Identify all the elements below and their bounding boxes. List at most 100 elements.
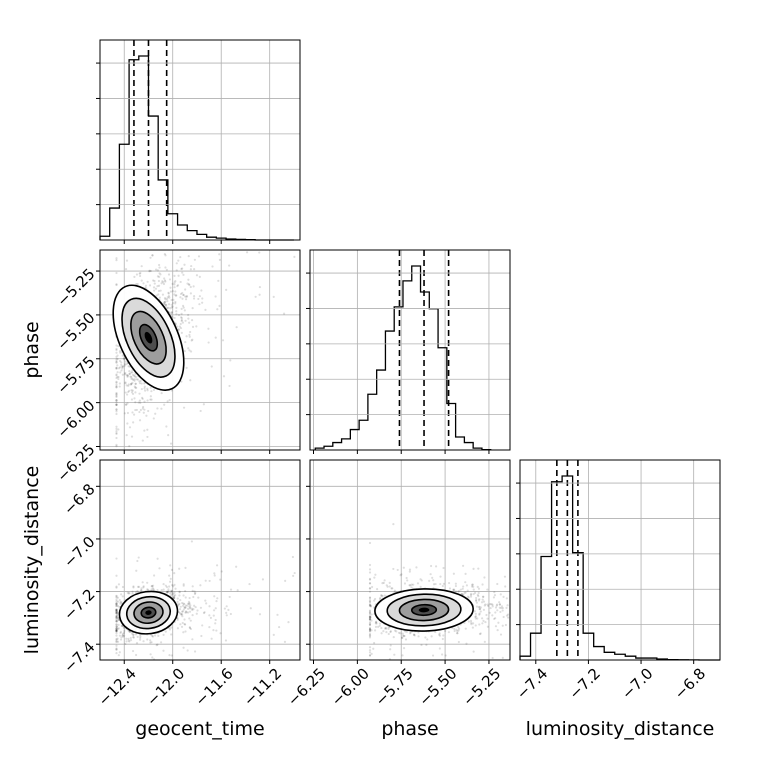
scatter-point [554,594,556,596]
scatter-point [167,589,170,593]
scatter-point [478,605,481,608]
scatter-point [138,380,141,383]
scatter-point [119,602,122,605]
scatter-point [139,401,142,404]
scatter-point [115,482,117,484]
scatter-point [115,430,118,433]
scatter-point [176,325,179,328]
scatter-point [204,308,207,311]
scatter-point [477,587,481,590]
scatter-point [193,590,196,593]
scatter-point [368,611,372,614]
scatter-point [266,220,268,222]
scatter-point [199,221,201,223]
scatter-point [163,215,165,217]
scatter-point [382,630,385,633]
scatter-point [412,633,416,636]
scatter-point [551,631,553,633]
scatter-point [179,326,183,330]
scatter-point [368,590,372,593]
scatter-point [188,626,192,630]
scatter-point [472,650,475,653]
scatter-point [167,291,170,294]
scatter-point [138,469,140,471]
scatter-point [174,294,177,297]
scatter-point [466,589,469,592]
scatter-point [136,235,138,237]
scatter-point [188,283,191,287]
scatter-point [133,375,136,378]
scatter-point [135,642,139,645]
scatter-point [236,589,239,592]
scatter-point [140,589,143,592]
scatter-point [373,629,377,632]
scatter-point [122,631,126,635]
scatter-point [205,602,208,605]
scatter-point [370,652,373,656]
scatter-point [219,578,222,581]
scatter-point [115,408,118,411]
scatter-point [156,407,159,410]
scatter-point [204,579,207,582]
scatter-point [441,584,444,588]
scatter-point [478,623,481,626]
scatter-point [132,633,135,636]
scatter-point [415,566,418,569]
scatter-point [180,316,183,319]
scatter-point [187,283,191,286]
scatter-point [283,640,287,643]
scatter-point [526,608,528,610]
scatter-point [115,385,118,388]
scatter-point [145,414,148,417]
scatter-point [408,570,411,573]
scatter-point [151,584,155,587]
scatter-point [385,631,388,634]
scatter-point [453,627,456,631]
scatter-point [154,412,157,415]
scatter-point [386,585,389,588]
scatter-point [214,607,217,610]
scatter-point [170,306,173,309]
scatter-point [169,290,173,293]
scatter-point [402,634,405,638]
scatter-point [134,382,137,386]
scatter-point [378,622,382,625]
scatter-point [181,601,184,605]
scatter-point [167,306,170,310]
scatter-point [115,602,118,605]
scatter-point [173,316,176,320]
scatter-point [507,616,510,619]
x-tick-label-geocent_time: −11.2 [240,664,285,709]
scatter-point [139,271,142,275]
scatter-point [134,633,138,636]
scatter-point [189,292,192,295]
scatter-point [457,629,460,632]
scatter-point [115,614,118,617]
scatter-point [130,382,133,385]
scatter-point [522,629,524,631]
scatter-point [116,354,119,357]
scatter-point [115,366,118,370]
scatter-point [419,585,422,588]
scatter-point [368,611,372,615]
scatter-point [199,409,202,413]
scatter-point [392,567,395,571]
scatter-point [212,614,215,617]
scatter-point [142,405,145,409]
scatter-point [195,325,198,328]
scatter-point [179,255,182,259]
scatter-point [163,403,166,406]
scatter-point [156,557,159,560]
scatter-point [380,632,383,635]
scatter-point [130,391,134,394]
scatter-point [115,630,118,633]
scatter-point [180,613,183,616]
scatter-point [149,653,152,656]
scatter-point [477,606,481,609]
scatter-point [432,579,435,582]
scatter-point [126,374,129,377]
scatter-point [368,649,372,652]
scatter-point [163,303,166,306]
scatter-point [168,628,172,631]
scatter-point [388,581,391,584]
